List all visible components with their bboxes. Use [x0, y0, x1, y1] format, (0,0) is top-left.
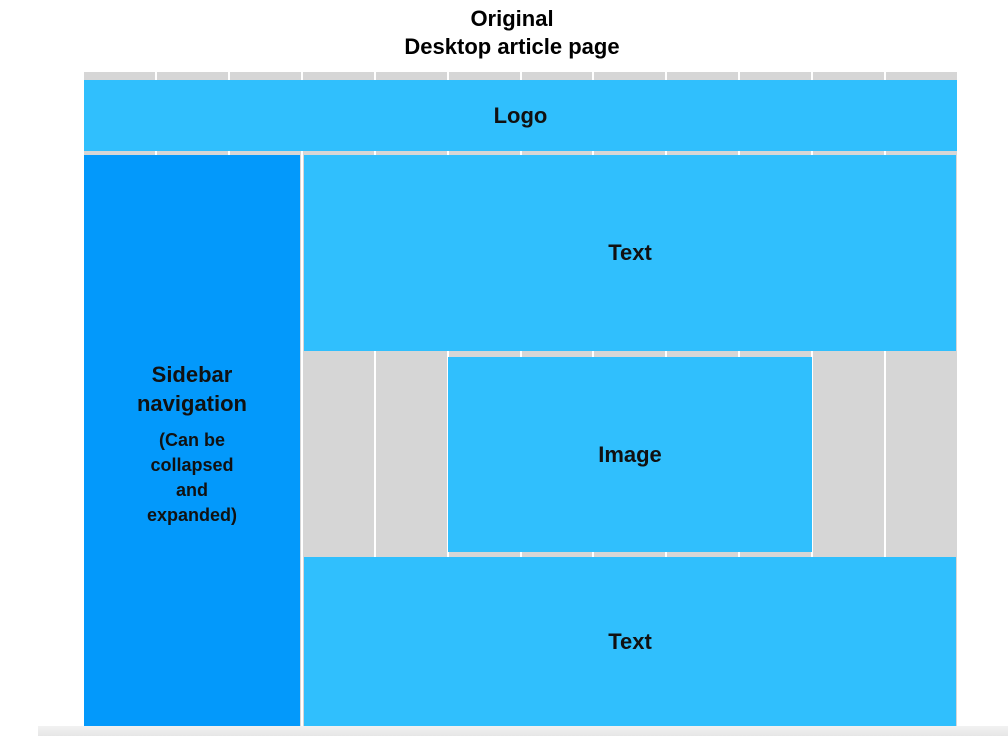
grid-column	[740, 72, 814, 732]
diagram-title: Original Desktop article page	[0, 5, 1008, 61]
text-block-bottom: Text	[304, 557, 956, 726]
grid-column	[230, 72, 303, 732]
title-line-1: Original	[470, 6, 554, 31]
text-block-top: Text	[304, 155, 956, 351]
grid-column	[303, 72, 376, 732]
bottom-edge	[38, 726, 1008, 736]
text-label-top: Text	[608, 240, 652, 265]
text-label-bottom: Text	[608, 628, 652, 654]
sidebar-navigation-block: Sidebar navigation (Can be collapsed and…	[84, 155, 300, 732]
image-block: Image	[448, 357, 812, 552]
logo-block: Logo	[84, 80, 957, 151]
logo-label: Logo	[493, 102, 548, 128]
title-line-2: Desktop article page	[404, 34, 620, 59]
grid-column	[376, 72, 449, 732]
image-label: Image	[598, 441, 662, 467]
sidebar-note: (Can be collapsed and expanded)	[146, 429, 238, 525]
grid-column	[813, 72, 887, 732]
sidebar-label: Sidebar navigation	[136, 361, 247, 416]
